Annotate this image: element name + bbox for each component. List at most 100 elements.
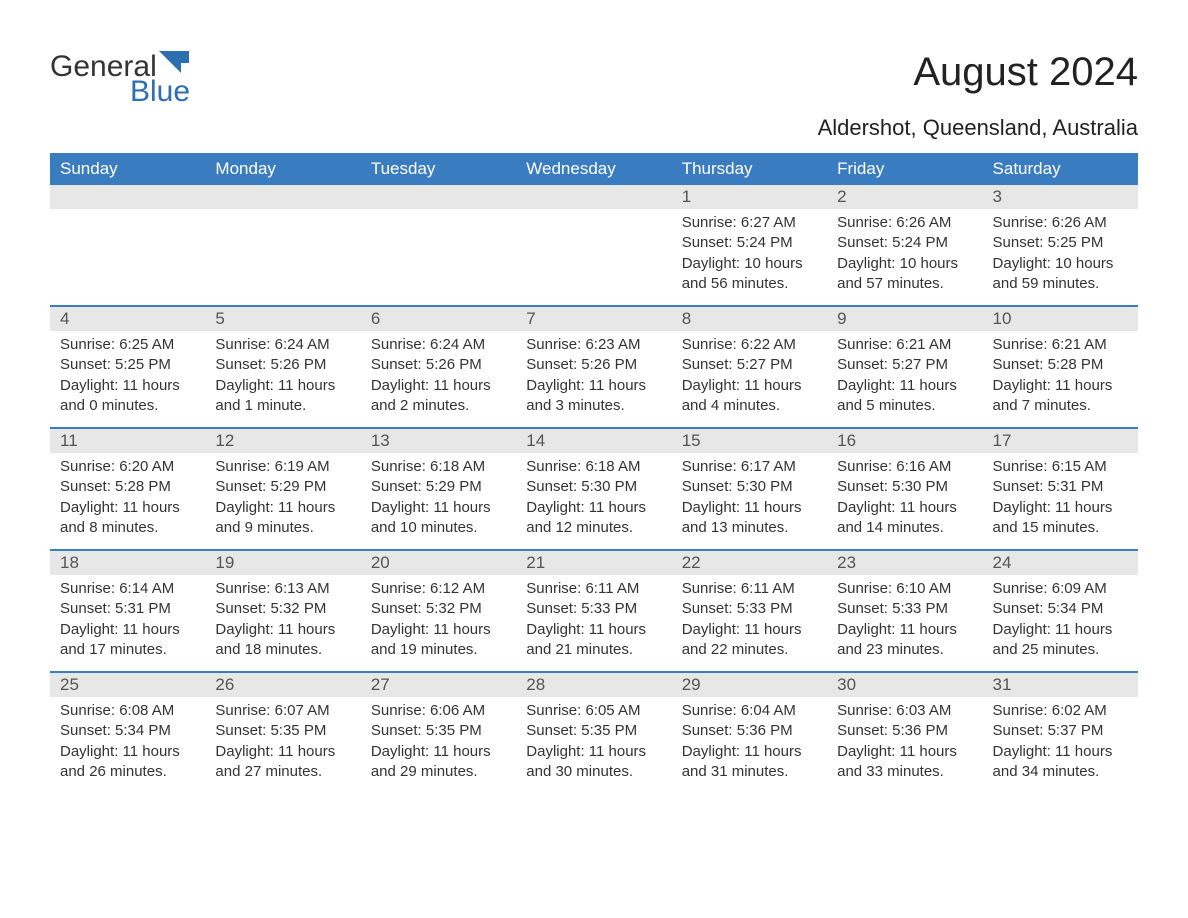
day-body xyxy=(361,209,516,223)
week-row: 4Sunrise: 6:25 AMSunset: 5:25 PMDaylight… xyxy=(50,305,1138,427)
day-sunrise: Sunrise: 6:25 AM xyxy=(60,335,195,355)
day-number: 23 xyxy=(827,551,982,575)
day-number: 8 xyxy=(672,307,827,331)
day-daylight1: Daylight: 11 hours xyxy=(60,498,195,518)
day-sunset: Sunset: 5:35 PM xyxy=(215,721,350,741)
day-sunset: Sunset: 5:35 PM xyxy=(371,721,506,741)
day-sunset: Sunset: 5:36 PM xyxy=(837,721,972,741)
day-cell: 20Sunrise: 6:12 AMSunset: 5:32 PMDayligh… xyxy=(361,551,516,671)
day-body xyxy=(205,209,360,223)
day-daylight1: Daylight: 11 hours xyxy=(526,742,661,762)
weekday-header-cell: Wednesday xyxy=(516,153,671,185)
day-body: Sunrise: 6:13 AMSunset: 5:32 PMDaylight:… xyxy=(205,575,360,670)
day-daylight2: and 0 minutes. xyxy=(60,396,195,416)
day-body: Sunrise: 6:23 AMSunset: 5:26 PMDaylight:… xyxy=(516,331,671,426)
day-sunset: Sunset: 5:32 PM xyxy=(371,599,506,619)
day-sunrise: Sunrise: 6:06 AM xyxy=(371,701,506,721)
day-daylight1: Daylight: 10 hours xyxy=(993,254,1128,274)
week-row: 11Sunrise: 6:20 AMSunset: 5:28 PMDayligh… xyxy=(50,427,1138,549)
day-daylight2: and 1 minute. xyxy=(215,396,350,416)
day-number: 13 xyxy=(361,429,516,453)
day-sunrise: Sunrise: 6:09 AM xyxy=(993,579,1128,599)
day-cell: 30Sunrise: 6:03 AMSunset: 5:36 PMDayligh… xyxy=(827,673,982,793)
day-sunset: Sunset: 5:30 PM xyxy=(526,477,661,497)
day-number: 15 xyxy=(672,429,827,453)
day-number: 28 xyxy=(516,673,671,697)
day-sunset: Sunset: 5:31 PM xyxy=(60,599,195,619)
day-number: 10 xyxy=(983,307,1138,331)
day-sunrise: Sunrise: 6:24 AM xyxy=(215,335,350,355)
day-cell: 2Sunrise: 6:26 AMSunset: 5:24 PMDaylight… xyxy=(827,185,982,305)
day-daylight2: and 59 minutes. xyxy=(993,274,1128,294)
day-number: 27 xyxy=(361,673,516,697)
day-sunset: Sunset: 5:34 PM xyxy=(993,599,1128,619)
day-sunrise: Sunrise: 6:26 AM xyxy=(993,213,1128,233)
day-cell: 6Sunrise: 6:24 AMSunset: 5:26 PMDaylight… xyxy=(361,307,516,427)
day-daylight1: Daylight: 11 hours xyxy=(371,376,506,396)
day-sunrise: Sunrise: 6:03 AM xyxy=(837,701,972,721)
day-daylight1: Daylight: 11 hours xyxy=(682,620,817,640)
day-body: Sunrise: 6:15 AMSunset: 5:31 PMDaylight:… xyxy=(983,453,1138,548)
day-daylight2: and 25 minutes. xyxy=(993,640,1128,660)
day-daylight2: and 3 minutes. xyxy=(526,396,661,416)
day-sunset: Sunset: 5:31 PM xyxy=(993,477,1128,497)
day-sunset: Sunset: 5:29 PM xyxy=(215,477,350,497)
day-sunset: Sunset: 5:28 PM xyxy=(60,477,195,497)
day-daylight1: Daylight: 11 hours xyxy=(837,376,972,396)
day-daylight2: and 5 minutes. xyxy=(837,396,972,416)
day-cell: 18Sunrise: 6:14 AMSunset: 5:31 PMDayligh… xyxy=(50,551,205,671)
day-sunrise: Sunrise: 6:08 AM xyxy=(60,701,195,721)
day-number: 7 xyxy=(516,307,671,331)
day-daylight2: and 27 minutes. xyxy=(215,762,350,782)
day-sunrise: Sunrise: 6:16 AM xyxy=(837,457,972,477)
day-daylight1: Daylight: 10 hours xyxy=(837,254,972,274)
day-daylight1: Daylight: 11 hours xyxy=(215,620,350,640)
day-body: Sunrise: 6:22 AMSunset: 5:27 PMDaylight:… xyxy=(672,331,827,426)
day-sunrise: Sunrise: 6:23 AM xyxy=(526,335,661,355)
day-sunrise: Sunrise: 6:05 AM xyxy=(526,701,661,721)
day-sunset: Sunset: 5:24 PM xyxy=(837,233,972,253)
day-body: Sunrise: 6:12 AMSunset: 5:32 PMDaylight:… xyxy=(361,575,516,670)
day-sunset: Sunset: 5:26 PM xyxy=(215,355,350,375)
day-cell: 29Sunrise: 6:04 AMSunset: 5:36 PMDayligh… xyxy=(672,673,827,793)
day-body: Sunrise: 6:25 AMSunset: 5:25 PMDaylight:… xyxy=(50,331,205,426)
day-cell: 7Sunrise: 6:23 AMSunset: 5:26 PMDaylight… xyxy=(516,307,671,427)
day-cell xyxy=(50,185,205,305)
day-daylight1: Daylight: 11 hours xyxy=(837,742,972,762)
day-daylight1: Daylight: 11 hours xyxy=(993,742,1128,762)
day-sunset: Sunset: 5:33 PM xyxy=(682,599,817,619)
day-number: 17 xyxy=(983,429,1138,453)
month-title: August 2024 xyxy=(913,50,1138,95)
day-sunrise: Sunrise: 6:18 AM xyxy=(371,457,506,477)
day-cell: 3Sunrise: 6:26 AMSunset: 5:25 PMDaylight… xyxy=(983,185,1138,305)
day-sunset: Sunset: 5:27 PM xyxy=(682,355,817,375)
logo-text-blue: Blue xyxy=(130,75,190,109)
day-sunset: Sunset: 5:32 PM xyxy=(215,599,350,619)
day-number: 12 xyxy=(205,429,360,453)
day-body: Sunrise: 6:03 AMSunset: 5:36 PMDaylight:… xyxy=(827,697,982,792)
day-daylight2: and 10 minutes. xyxy=(371,518,506,538)
day-cell: 21Sunrise: 6:11 AMSunset: 5:33 PMDayligh… xyxy=(516,551,671,671)
weekday-header-cell: Friday xyxy=(827,153,982,185)
week-row: 1Sunrise: 6:27 AMSunset: 5:24 PMDaylight… xyxy=(50,185,1138,305)
day-cell: 31Sunrise: 6:02 AMSunset: 5:37 PMDayligh… xyxy=(983,673,1138,793)
day-daylight1: Daylight: 10 hours xyxy=(682,254,817,274)
day-cell: 1Sunrise: 6:27 AMSunset: 5:24 PMDaylight… xyxy=(672,185,827,305)
day-number: 24 xyxy=(983,551,1138,575)
day-sunrise: Sunrise: 6:26 AM xyxy=(837,213,972,233)
day-cell: 23Sunrise: 6:10 AMSunset: 5:33 PMDayligh… xyxy=(827,551,982,671)
day-daylight1: Daylight: 11 hours xyxy=(60,376,195,396)
day-daylight2: and 18 minutes. xyxy=(215,640,350,660)
day-number: 19 xyxy=(205,551,360,575)
logo-flag-icon xyxy=(159,51,189,73)
day-sunrise: Sunrise: 6:14 AM xyxy=(60,579,195,599)
day-body: Sunrise: 6:26 AMSunset: 5:24 PMDaylight:… xyxy=(827,209,982,304)
day-daylight1: Daylight: 11 hours xyxy=(215,376,350,396)
day-daylight1: Daylight: 11 hours xyxy=(993,620,1128,640)
day-daylight1: Daylight: 11 hours xyxy=(60,620,195,640)
day-daylight2: and 4 minutes. xyxy=(682,396,817,416)
day-daylight1: Daylight: 11 hours xyxy=(682,376,817,396)
location-wrap: Aldershot, Queensland, Australia xyxy=(50,115,1138,141)
day-body: Sunrise: 6:10 AMSunset: 5:33 PMDaylight:… xyxy=(827,575,982,670)
day-number: 26 xyxy=(205,673,360,697)
